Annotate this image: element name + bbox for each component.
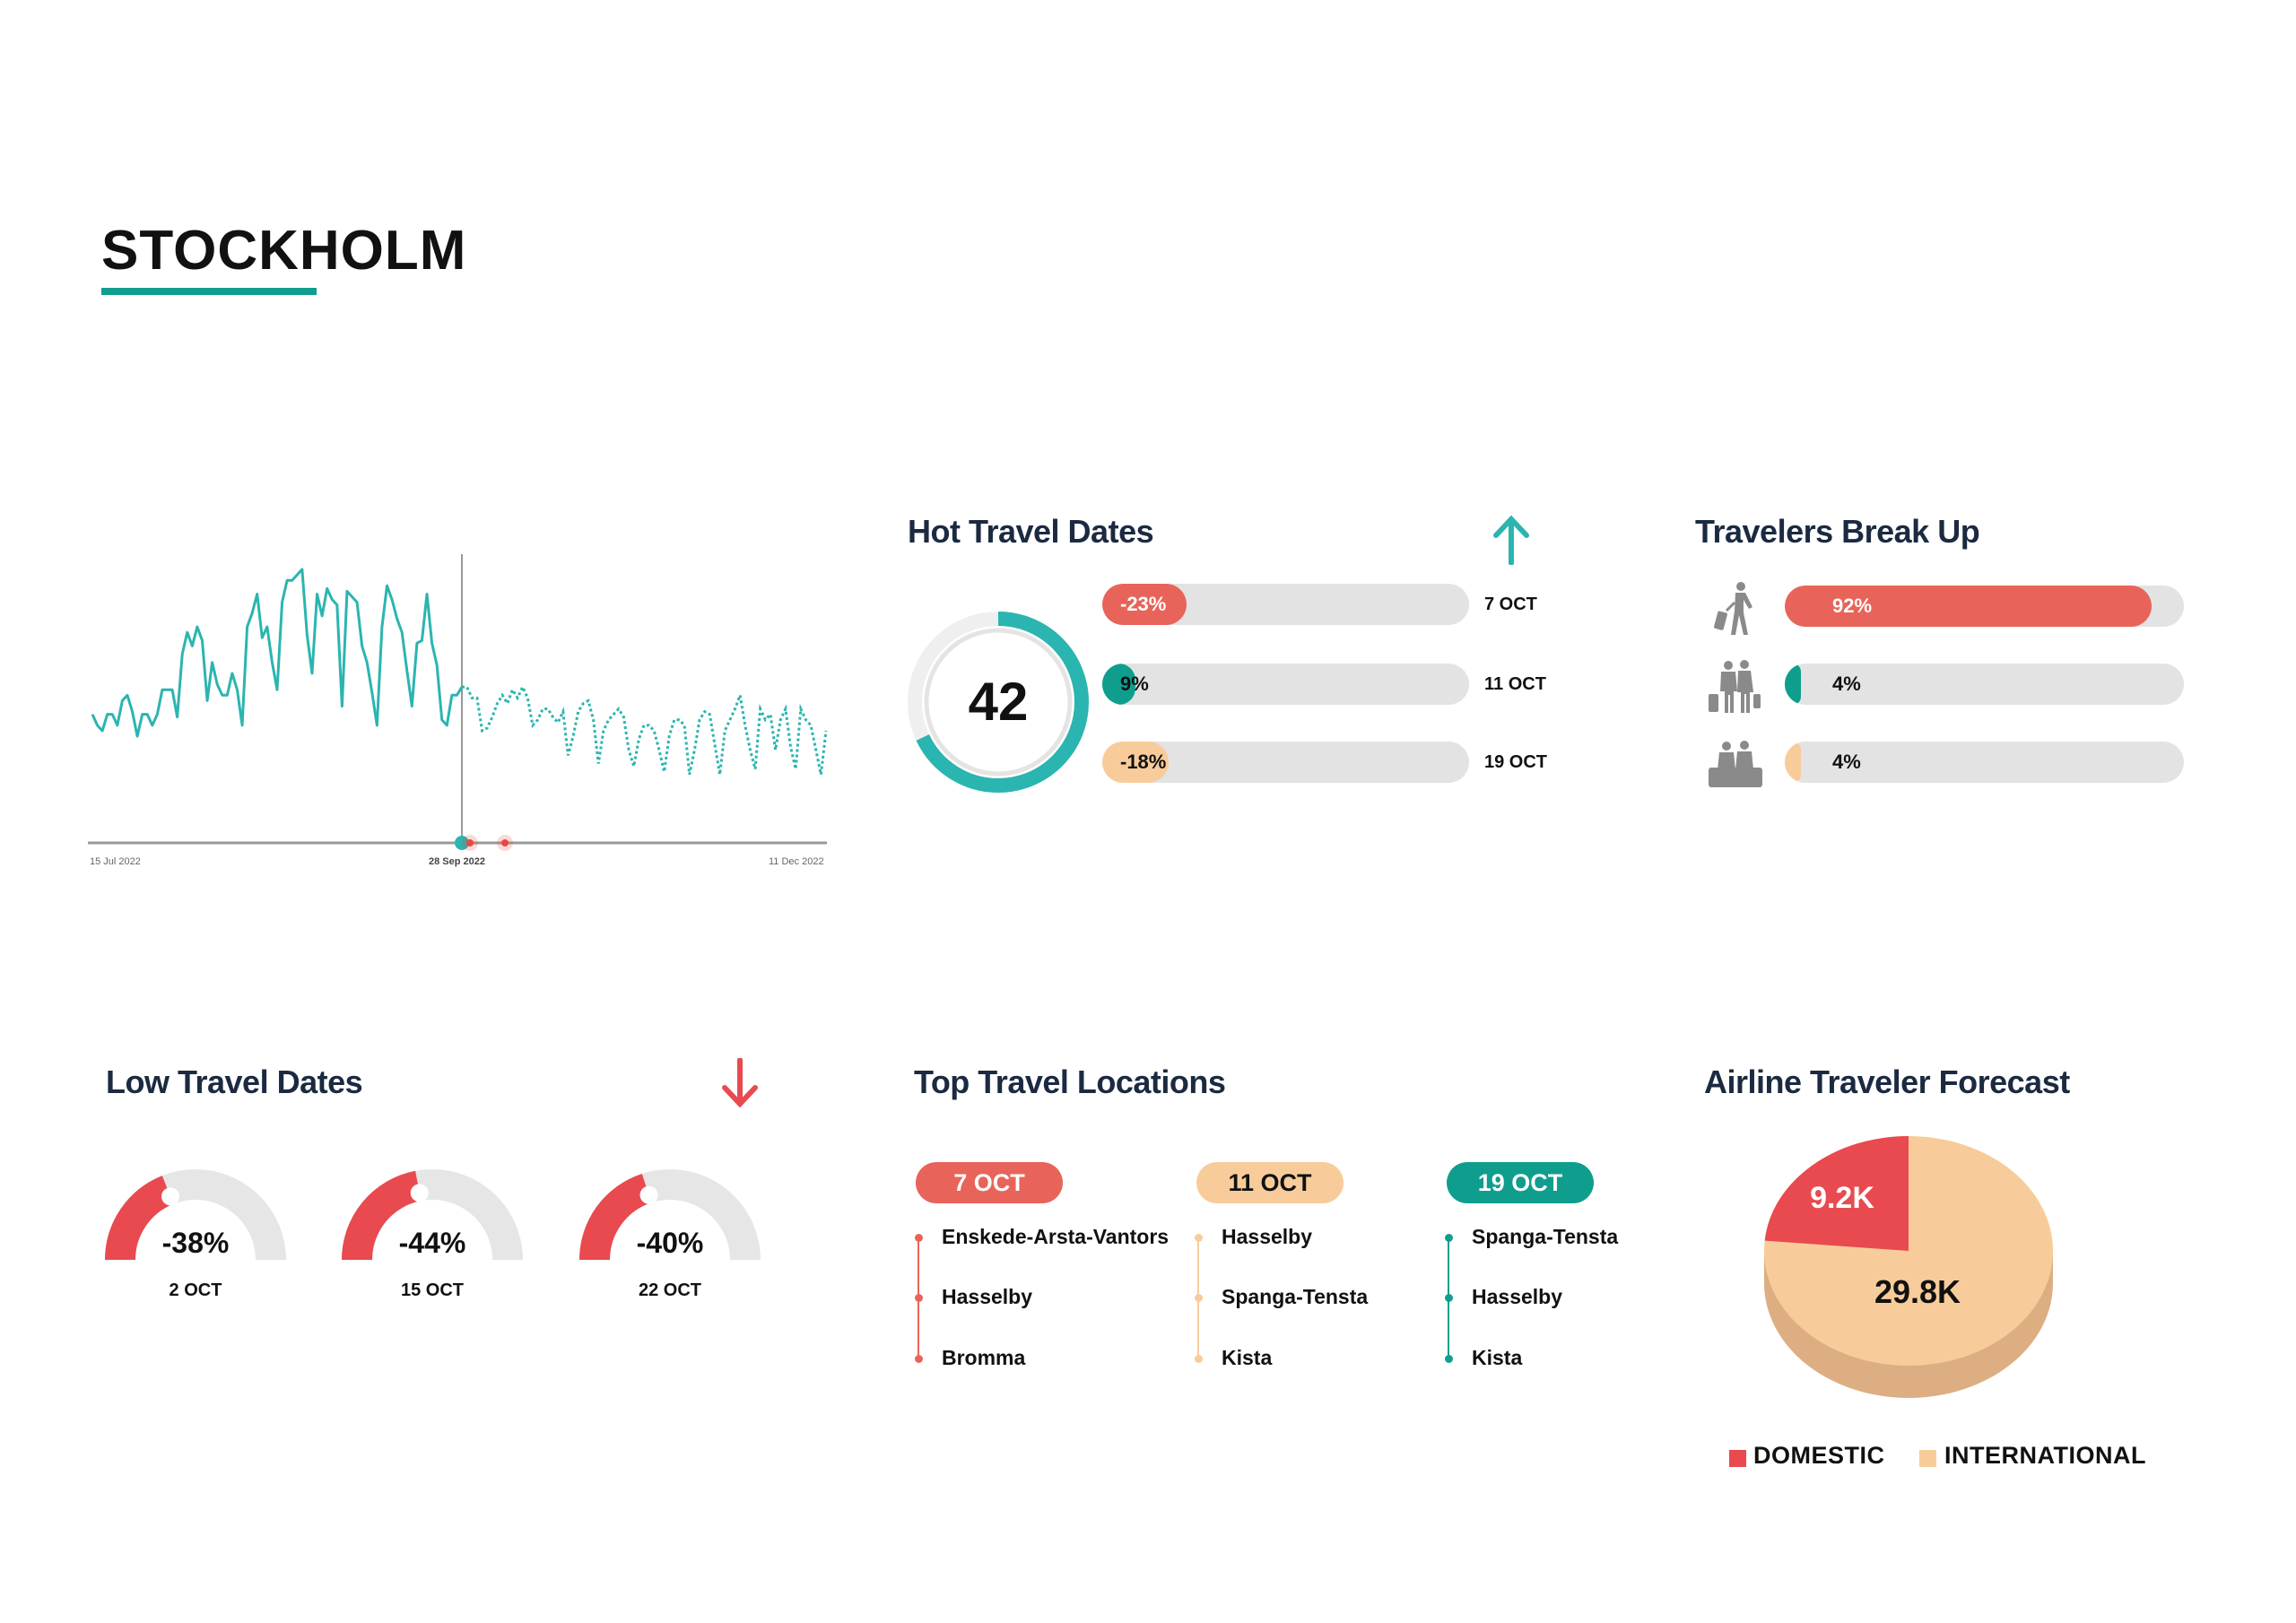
location-dot — [1194, 1354, 1203, 1363]
actual-series-line — [91, 568, 464, 738]
hot-date-change: -18% — [1120, 751, 1167, 773]
legend-swatch-domestic — [1729, 1450, 1746, 1467]
traveler-share-fill — [1785, 742, 1801, 783]
gauge-date: 15 OCT — [400, 1280, 465, 1300]
low-date-gauge — [105, 1169, 286, 1261]
location-item[interactable]: Spanga-Tensta — [1222, 1285, 1369, 1308]
solo-traveler-icon — [1714, 582, 1752, 635]
x-tick-label: 11 Dec 2022 — [769, 856, 824, 867]
gauge-value: -38% — [161, 1227, 230, 1259]
date-marker[interactable] — [455, 836, 469, 850]
traveler-share-percent: 92% — [1832, 595, 1873, 617]
location-item[interactable]: Spanga-Tensta — [1472, 1225, 1619, 1248]
gauge-knob — [410, 1184, 429, 1202]
date-marker[interactable] — [466, 839, 474, 846]
location-date-pill: 11 OCT — [1196, 1162, 1344, 1203]
top-travel-locations-title: Top Travel Locations — [914, 1063, 1226, 1100]
couple-traveler-icon — [1709, 660, 1761, 713]
gauge-knob — [161, 1187, 180, 1206]
location-item[interactable]: Hasselby — [942, 1285, 1033, 1308]
hot-date-label: 19 OCT — [1484, 752, 1548, 772]
forecast-series-line — [462, 683, 828, 776]
score-value: 42 — [969, 672, 1029, 732]
gauge-value: -44% — [398, 1227, 466, 1259]
location-dot — [914, 1354, 923, 1363]
hot-date-bar: -18% — [1102, 742, 1469, 783]
hot-date-label: 7 OCT — [1484, 595, 1537, 614]
location-date-pill: 19 OCT — [1447, 1162, 1594, 1203]
low-date-gauge — [342, 1169, 523, 1261]
x-tick-label: 15 Jul 2022 — [90, 856, 141, 867]
score-ring-progress — [908, 612, 1089, 793]
traveler-share-bar: 92% — [1785, 586, 2184, 627]
hot-date-change: 9% — [1120, 673, 1149, 695]
legend-label-international: INTERNATIONAL — [1944, 1442, 2146, 1469]
traveler-share-bar: 4% — [1785, 742, 2184, 783]
hot-date-label: 11 OCT — [1484, 674, 1546, 694]
location-item[interactable]: Hasselby — [1472, 1285, 1563, 1308]
forecast-pie-chart: 9.2K 29.8K — [1764, 1136, 2053, 1398]
hot-date-change: -23% — [1120, 593, 1167, 615]
score-ring: 42 — [908, 612, 1089, 793]
traveler-share-fill — [1785, 586, 2152, 627]
hot-date-bar-fill — [1102, 664, 1135, 705]
gauge-date: 22 OCT — [638, 1280, 702, 1300]
location-dot — [1444, 1233, 1453, 1242]
location-item[interactable]: Bromma — [942, 1346, 1026, 1369]
pie-label-domestic: 9.2K — [1810, 1181, 1874, 1215]
travelers-break-up-title: Travelers Break Up — [1695, 513, 1980, 550]
low-date-gauge — [579, 1169, 761, 1261]
location-dot — [914, 1233, 923, 1242]
page-title: STOCKHOLM — [101, 220, 467, 282]
legend-label-domestic: DOMESTIC — [1753, 1442, 1885, 1469]
hot-date-bar-fill — [1102, 584, 1187, 625]
location-item[interactable]: Hasselby — [1222, 1225, 1313, 1248]
arrow-down-icon — [722, 1058, 758, 1108]
location-item[interactable]: Kista — [1222, 1346, 1273, 1369]
gauge-fill — [579, 1173, 652, 1261]
x-tick-label: 28 Sep 2022 — [429, 856, 485, 867]
hot-date-bar-fill — [1102, 742, 1169, 783]
gauge-date: 2 OCT — [169, 1280, 222, 1300]
location-dot — [914, 1293, 923, 1302]
pie-label-international: 29.8K — [1874, 1273, 1961, 1310]
traveler-share-fill — [1785, 664, 1801, 705]
travel-trend-line-chart — [88, 554, 828, 851]
location-dot — [1194, 1293, 1203, 1302]
location-dot — [1444, 1293, 1453, 1302]
legend-swatch-international — [1919, 1450, 1936, 1467]
location-dot — [1444, 1354, 1453, 1363]
pie-slice-domestic[interactable] — [1764, 1136, 1909, 1251]
gauge-fill — [342, 1170, 422, 1261]
traveler-share-percent: 4% — [1832, 751, 1861, 773]
gauge-fill — [105, 1176, 174, 1261]
traveler-share-bar: 4% — [1785, 664, 2184, 705]
family-traveler-icon — [1709, 741, 1762, 787]
hot-travel-dates-title: Hot Travel Dates — [908, 513, 1154, 550]
date-marker[interactable] — [501, 839, 509, 846]
hot-date-bar: -23% — [1102, 584, 1469, 625]
location-item[interactable]: Kista — [1472, 1346, 1523, 1369]
location-date-pill: 7 OCT — [916, 1162, 1063, 1203]
arrow-up-icon — [1493, 515, 1529, 565]
hot-date-bar: 9% — [1102, 664, 1469, 705]
location-item[interactable]: Enskede-Arsta-Vantors — [942, 1225, 1170, 1248]
gauge-knob — [639, 1185, 658, 1204]
title-underline — [101, 288, 317, 295]
gauge-value: -40% — [636, 1227, 704, 1259]
traveler-share-percent: 4% — [1832, 673, 1861, 695]
location-dot — [1194, 1233, 1203, 1242]
airline-traveler-forecast-title: Airline Traveler Forecast — [1704, 1063, 2070, 1100]
low-travel-dates-title: Low Travel Dates — [106, 1063, 363, 1100]
